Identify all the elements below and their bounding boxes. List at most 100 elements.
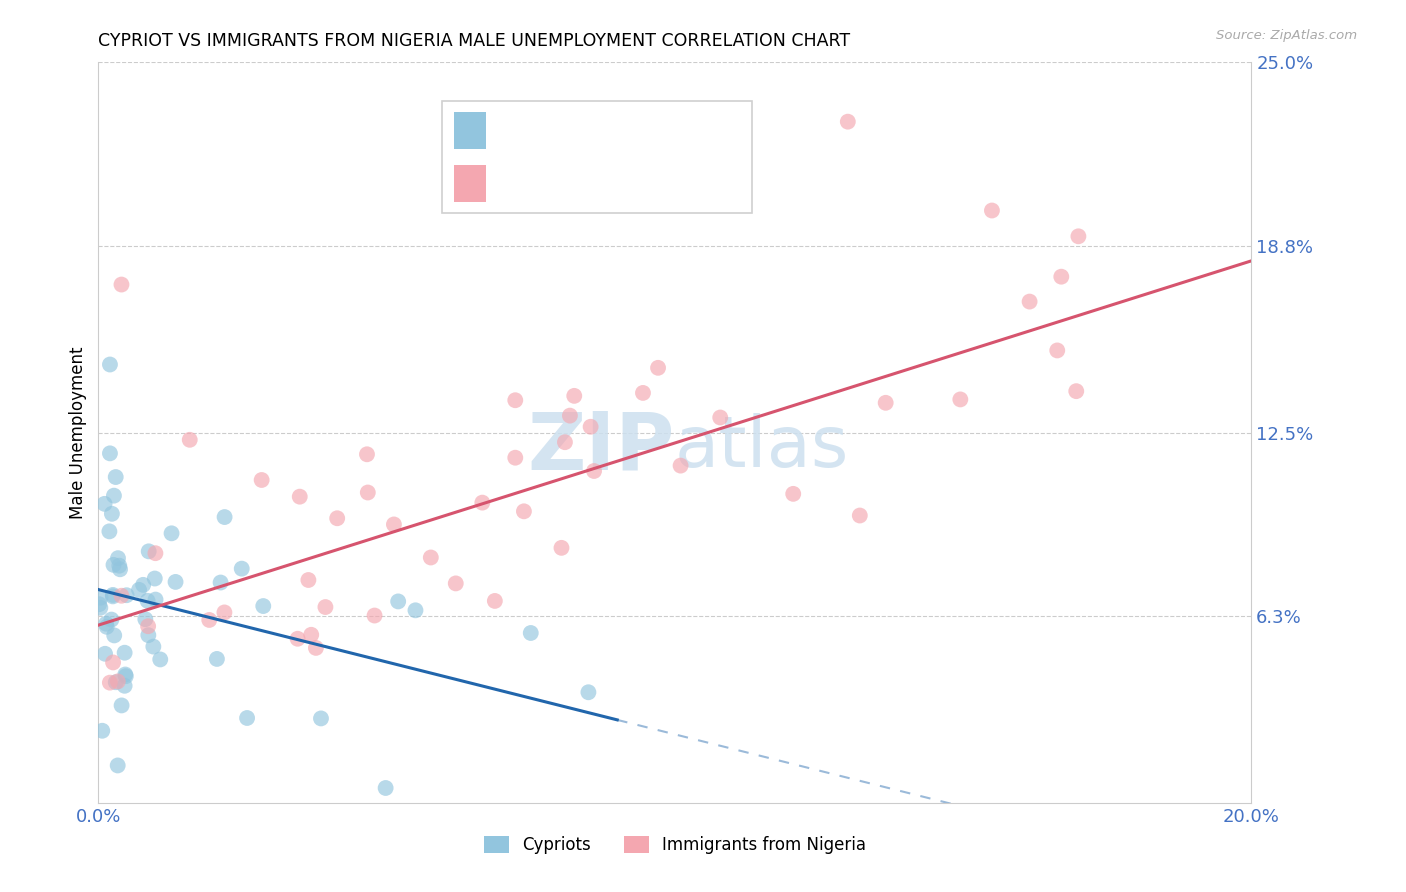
Point <box>309 711 332 725</box>
Point <box>709 410 731 425</box>
Point <box>250 473 273 487</box>
Point <box>143 572 166 586</box>
Point <box>89 597 111 611</box>
Point <box>128 582 150 597</box>
Point <box>93 497 115 511</box>
Point <box>101 588 124 602</box>
Point <box>579 419 602 434</box>
Point <box>875 396 897 410</box>
Point <box>138 628 160 642</box>
Point <box>444 576 467 591</box>
Point <box>419 550 441 565</box>
Point <box>1064 384 1087 399</box>
Point <box>110 277 132 292</box>
Point <box>142 640 165 654</box>
Point <box>98 524 121 539</box>
Point <box>288 490 311 504</box>
Point <box>214 606 236 620</box>
Point <box>108 562 131 576</box>
Point <box>165 574 187 589</box>
Point <box>94 647 117 661</box>
Point <box>305 640 328 655</box>
Point <box>513 504 536 518</box>
Point <box>554 435 576 450</box>
Point <box>98 675 121 690</box>
Point <box>669 458 692 473</box>
Point <box>132 578 155 592</box>
Point <box>550 541 572 555</box>
Point <box>503 393 526 408</box>
Point <box>96 616 118 631</box>
Point <box>98 358 121 372</box>
Point <box>314 600 336 615</box>
Text: CYPRIOT VS IMMIGRANTS FROM NIGERIA MALE UNEMPLOYMENT CORRELATION CHART: CYPRIOT VS IMMIGRANTS FROM NIGERIA MALE … <box>98 32 851 50</box>
Point <box>1046 343 1069 358</box>
Point <box>104 675 127 690</box>
Legend: Cypriots, Immigrants from Nigeria: Cypriots, Immigrants from Nigeria <box>477 830 873 861</box>
Point <box>382 517 405 532</box>
Point <box>149 652 172 666</box>
Point <box>91 723 114 738</box>
Point <box>103 489 125 503</box>
Point <box>558 409 581 423</box>
Point <box>387 594 409 608</box>
Point <box>134 612 156 626</box>
Point <box>100 613 122 627</box>
Point <box>114 646 136 660</box>
Point <box>1018 294 1040 309</box>
Point <box>115 588 138 602</box>
Point <box>89 591 111 605</box>
Point <box>374 780 396 795</box>
Point <box>96 620 118 634</box>
Y-axis label: Male Unemployment: Male Unemployment <box>69 346 87 519</box>
Point <box>136 594 159 608</box>
Point <box>583 464 606 478</box>
Point <box>578 685 600 699</box>
Point <box>297 573 319 587</box>
Point <box>214 510 236 524</box>
Point <box>138 544 160 558</box>
Point <box>363 608 385 623</box>
Point <box>484 594 506 608</box>
Point <box>101 507 124 521</box>
Point <box>562 389 585 403</box>
Point <box>1050 269 1073 284</box>
Point <box>520 626 543 640</box>
Point <box>160 526 183 541</box>
Point <box>981 203 1004 218</box>
Point <box>107 758 129 772</box>
Point <box>231 561 253 575</box>
Point <box>103 628 125 642</box>
Point <box>198 613 221 627</box>
Point <box>89 600 111 615</box>
Point <box>236 711 259 725</box>
Point <box>110 589 132 603</box>
Text: ZIP: ZIP <box>527 409 675 486</box>
Point <box>136 619 159 633</box>
Point <box>356 447 378 461</box>
Point <box>179 433 201 447</box>
Point <box>326 511 349 525</box>
Point <box>114 667 136 681</box>
Point <box>107 674 129 689</box>
Point <box>110 698 132 713</box>
Point <box>103 558 125 572</box>
Point <box>949 392 972 407</box>
Point <box>647 360 669 375</box>
Point <box>104 470 127 484</box>
Text: Source: ZipAtlas.com: Source: ZipAtlas.com <box>1216 29 1357 42</box>
Text: atlas: atlas <box>675 413 849 482</box>
Point <box>98 446 121 460</box>
Point <box>471 495 494 509</box>
Point <box>631 385 654 400</box>
Point <box>114 679 136 693</box>
Point <box>782 487 804 501</box>
Point <box>287 632 309 646</box>
Point <box>108 558 131 573</box>
Point <box>405 603 427 617</box>
Point <box>357 485 380 500</box>
Point <box>114 669 136 683</box>
Point <box>209 575 232 590</box>
Point <box>837 114 859 128</box>
Point <box>145 546 167 560</box>
